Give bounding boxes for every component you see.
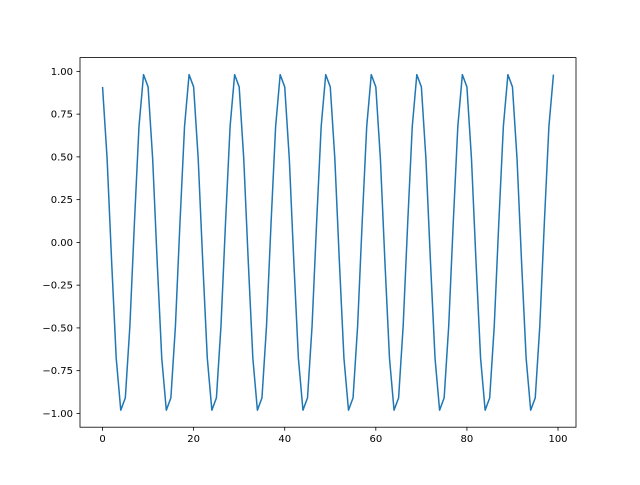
- y-tick-label: −0.75: [42, 366, 73, 377]
- y-tick-label: 0.50: [51, 152, 73, 163]
- y-tick-label: −0.25: [42, 281, 73, 292]
- x-tick-label: 80: [461, 434, 474, 445]
- y-tick-label: −0.50: [42, 323, 73, 334]
- x-tick-label: 0: [99, 434, 105, 445]
- axes-frame: [79, 57, 577, 428]
- series-line: [101, 73, 555, 411]
- y-tick-label: −1.00: [42, 409, 73, 420]
- x-tick-label: 100: [548, 434, 567, 445]
- x-tick-label: 20: [187, 434, 200, 445]
- axis-ticks: 0 20 40 60 80 100 1.00 0.75 0.50 0.25 0.00 −0.25 −0.…: [42, 67, 567, 445]
- y-tick-label: 1.00: [51, 67, 73, 78]
- x-tick-label: 60: [369, 434, 382, 445]
- x-tick-label: 40: [278, 434, 291, 445]
- y-tick-label: 0.25: [51, 195, 73, 206]
- y-tick-label: 0.75: [51, 110, 73, 121]
- y-tick-label: 0.00: [51, 238, 73, 249]
